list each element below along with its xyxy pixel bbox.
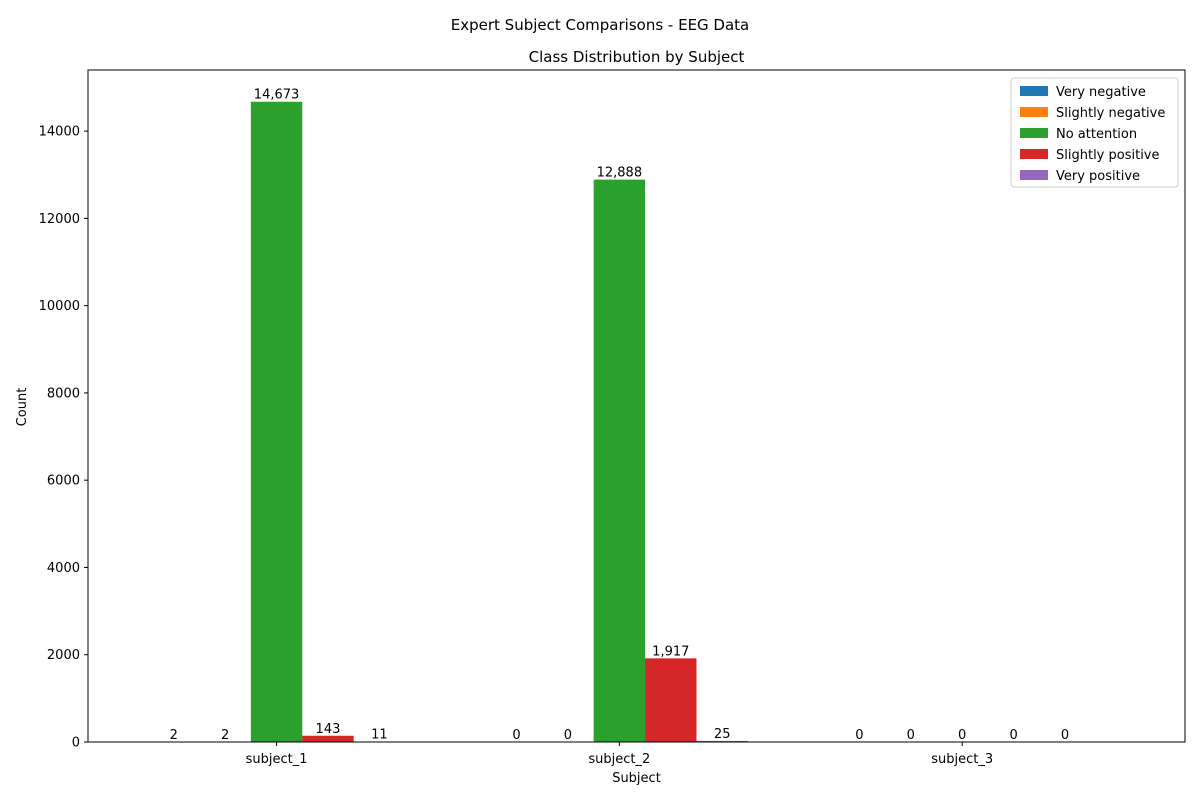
legend-swatch xyxy=(1020,86,1048,96)
bar-slightly-positive-subject_2 xyxy=(645,658,697,742)
data-label: 0 xyxy=(958,728,966,743)
x-axis-label: Subject xyxy=(612,771,661,786)
legend: Very negative Slightly negative No attenti… xyxy=(1010,77,1179,188)
y-tick-label: 8000 xyxy=(47,386,80,401)
data-label: 0 xyxy=(512,728,520,743)
x-tick-label: subject_2 xyxy=(588,752,650,767)
chart-title: Class Distribution by Subject xyxy=(529,48,745,66)
legend-label: No attention xyxy=(1056,127,1137,142)
y-tick-label: 4000 xyxy=(47,561,80,576)
legend-box xyxy=(1010,77,1179,188)
y-tick-label: 14000 xyxy=(39,125,80,140)
y-tick-label: 12000 xyxy=(39,212,80,227)
legend-label: Very negative xyxy=(1056,85,1146,100)
y-tick-label: 2000 xyxy=(47,648,80,663)
data-label: 0 xyxy=(1009,728,1017,743)
data-label: 11 xyxy=(371,728,388,743)
y-tick-label: 0 xyxy=(72,736,80,751)
y-tick-label: 6000 xyxy=(47,474,80,489)
data-label: 2 xyxy=(221,728,229,743)
legend-swatch xyxy=(1020,170,1048,180)
x-tick-label: subject_3 xyxy=(931,752,993,767)
plot-frame xyxy=(87,69,1186,743)
data-label: 0 xyxy=(907,728,915,743)
legend-label: Slightly positive xyxy=(1056,148,1160,163)
data-label: 2 xyxy=(170,728,178,743)
bar-slightly-positive-subject_1 xyxy=(302,735,354,742)
legend-swatch xyxy=(1020,107,1048,117)
data-label: 0 xyxy=(1061,728,1069,743)
data-label: 143 xyxy=(316,722,341,737)
bar-very-positive-subject_2 xyxy=(696,740,748,742)
legend-swatch xyxy=(1020,149,1048,159)
data-label: 14,673 xyxy=(254,88,300,103)
data-label: 0 xyxy=(564,728,572,743)
bar-no-attention-subject_1 xyxy=(250,101,303,742)
data-label: 25 xyxy=(714,727,731,742)
legend-label: Very positive xyxy=(1056,169,1140,184)
bar-no-attention-subject_2 xyxy=(593,179,646,742)
legend-swatch xyxy=(1020,128,1048,138)
y-tick-label: 10000 xyxy=(39,299,80,314)
legend-label: Slightly negative xyxy=(1056,106,1165,121)
x-tick-label: subject_1 xyxy=(246,752,308,767)
data-label: 0 xyxy=(855,728,863,743)
y-axis-label: Count xyxy=(15,388,30,427)
figure-suptitle: Expert Subject Comparisons - EEG Data xyxy=(451,16,750,34)
data-label: 1,917 xyxy=(652,644,689,659)
data-label: 12,888 xyxy=(597,166,643,181)
